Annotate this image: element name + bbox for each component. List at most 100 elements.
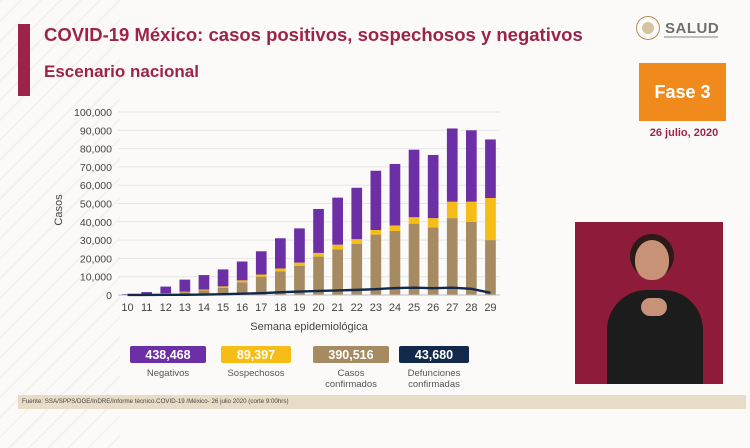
y-axis-label: Casos [53,194,65,226]
total-label: Negativos [146,368,190,379]
x-tick-label: 28 [465,302,477,314]
bar-segment [389,163,401,226]
bar-segment [179,279,191,292]
total-badge: 438,468 [130,346,206,363]
bar-segment [275,238,286,269]
total-label: Defunciones confirmadas [407,368,461,390]
y-tick-label: 50,000 [80,199,112,211]
bar-segment [485,198,496,241]
bar-segment [351,187,363,240]
bar-segment [408,149,420,218]
interpreter-hand [641,298,667,316]
x-tick-label: 26 [427,302,439,314]
y-tick-label: 100,000 [74,107,112,119]
logo-divider [664,36,718,38]
y-tick-label: 30,000 [80,235,112,247]
x-tick-label: 21 [332,302,344,314]
bar-segment [198,275,210,290]
page-title: COVID-19 México: casos positivos, sospec… [44,24,583,45]
bar-segment [485,240,496,295]
bar-segment [141,292,152,295]
bar-segment [217,287,229,295]
bar-segment [313,252,324,257]
source-note: Fuente: SSA/SPPS/DGE/InDRE/Informe técni… [22,398,289,405]
bar-segment [160,286,172,294]
y-tick-label: 20,000 [80,253,112,265]
y-tick-label: 70,000 [80,162,112,174]
bar-segment [466,201,477,222]
seal-icon [636,16,660,40]
bar-segment [332,244,343,250]
bar-segment [313,256,324,295]
y-tick-label: 0 [106,290,112,302]
x-tick-label: 15 [217,302,229,314]
x-tick-label: 27 [446,302,458,314]
bar-segment [446,128,458,202]
bar-segment [427,227,439,295]
bar-segment [332,197,343,245]
total-label: Sospechosos [227,368,285,379]
bar-segment [275,271,286,295]
x-tick-label: 14 [198,302,210,314]
bar-segment [427,155,439,219]
x-tick-label: 25 [408,302,420,314]
bar-segment [466,130,477,202]
report-date: 26 julio, 2020 [649,127,719,139]
bar-segment [294,262,305,266]
bar-segment [370,230,382,235]
deaths-line [127,286,491,297]
x-tick-label: 19 [293,302,305,314]
bar-segment [294,228,305,263]
total-badge: 43,680 [399,346,469,363]
x-tick-label: 24 [389,302,401,314]
x-tick-label: 18 [274,302,286,314]
bar-segment [351,243,363,295]
x-tick-label: 16 [236,302,248,314]
total-label: Casos confirmados [325,368,377,390]
bar-segment [408,217,420,224]
bar-segment [275,268,286,272]
bar-segment [427,218,439,228]
bar-segment [370,234,382,295]
interpreter-face [635,240,669,280]
total-badge: 89,397 [221,346,291,363]
bar-segment [332,249,343,295]
y-tick-label: 80,000 [80,144,112,156]
bar-segment [389,230,401,295]
bar-segment [351,239,363,244]
sign-language-interpreter [575,222,723,384]
total-badge: 390,516 [313,346,389,363]
y-tick-label: 90,000 [80,125,112,137]
salud-logo: SALUD [636,16,719,40]
bar-segment [217,286,229,288]
bar-segment [179,291,191,293]
accent-bar [18,24,30,96]
bar-segment [198,289,210,291]
phase-badge: Fase 3 [639,63,726,121]
bar-segment [446,218,458,295]
x-tick-label: 13 [179,302,191,314]
bar-segment [466,221,477,295]
bar-segment [236,261,248,281]
bar-segment [294,265,305,295]
x-axis-label: Semana epidemiológica [250,321,368,333]
bar-segment [446,201,458,219]
x-tick-label: 12 [160,302,172,314]
bar-segment [255,274,267,277]
bar-segment [408,223,420,295]
source-bar [18,395,746,409]
bar-segment [370,170,382,231]
bar-segment [236,282,248,295]
y-tick-label: 40,000 [80,217,112,229]
bar-segment [217,269,229,287]
bar-segment [485,139,496,199]
bar-segment [313,208,324,253]
x-tick-label: 29 [484,302,496,314]
bar-segment [236,280,248,283]
x-tick-label: 17 [255,302,267,314]
x-tick-label: 22 [351,302,363,314]
y-tick-label: 60,000 [80,180,112,192]
bar-segment [255,276,267,295]
